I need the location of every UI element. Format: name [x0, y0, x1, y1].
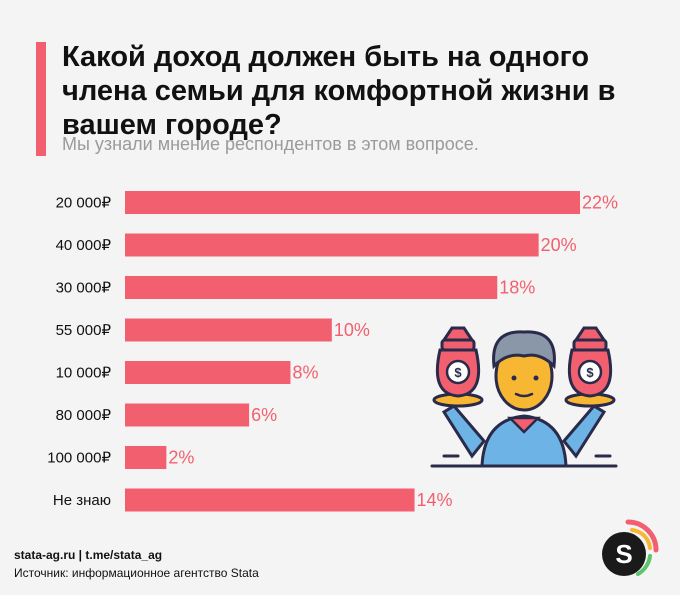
value-label: 18%: [499, 278, 535, 298]
page-subtitle: Мы узнали мнение респондентов в этом воп…: [62, 134, 479, 154]
category-label: 100 000₽: [47, 450, 111, 467]
stata-logo: S: [602, 519, 659, 576]
category-label: 55 000₽: [56, 322, 112, 339]
value-label: 20%: [541, 235, 577, 255]
category-label: 40 000₽: [56, 237, 112, 254]
category-label: 80 000₽: [56, 407, 112, 424]
category-label: 20 000₽: [56, 195, 112, 212]
bar: [125, 446, 167, 469]
bar: [125, 276, 498, 299]
bar: [125, 191, 580, 214]
footer-links[interactable]: stata-ag.ru | t.me/stata_ag: [14, 548, 163, 562]
value-label: 10%: [334, 320, 370, 340]
footer-source: Источник: информационное агентство Stata: [14, 566, 259, 580]
svg-text:$: $: [586, 365, 594, 380]
value-label: 14%: [417, 490, 453, 510]
category-label: Не знаю: [53, 492, 111, 509]
value-label: 2%: [168, 448, 194, 468]
bar: [125, 318, 332, 342]
svg-text:$: $: [454, 365, 462, 380]
bar: [125, 403, 250, 427]
value-label: 22%: [582, 193, 618, 213]
category-label: 10 000₽: [56, 365, 112, 382]
title-accent-bar: [36, 42, 46, 156]
category-label: 30 000₽: [56, 280, 112, 297]
value-label: 8%: [292, 363, 318, 383]
logo-letter: S: [615, 539, 632, 569]
bar: [125, 233, 539, 257]
bar: [125, 361, 291, 384]
page-title: Какой доход должен быть на одного члена …: [62, 41, 616, 141]
bar: [125, 488, 415, 512]
value-label: 6%: [251, 405, 277, 425]
person-holding-money-bags-icon: $ $: [430, 326, 618, 468]
